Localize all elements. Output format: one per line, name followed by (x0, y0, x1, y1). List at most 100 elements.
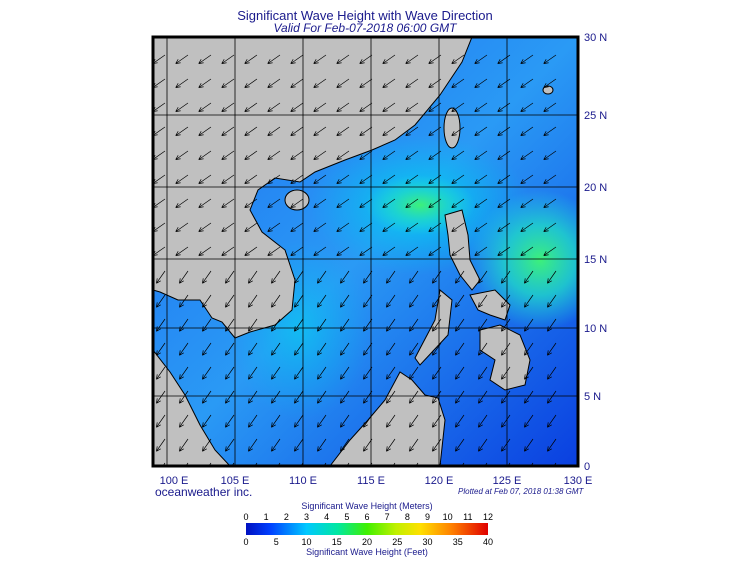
arrow (179, 270, 189, 284)
arrow (451, 198, 465, 208)
arrow (405, 78, 419, 88)
arrow (290, 54, 304, 64)
arrow (244, 222, 258, 232)
arrow (432, 294, 442, 308)
arrow (225, 390, 235, 404)
arrow (198, 222, 212, 232)
arrow (543, 78, 557, 88)
latitude-label: 30 N (584, 32, 607, 44)
arrow (221, 174, 235, 184)
arrow (474, 126, 488, 136)
arrow (432, 342, 442, 356)
arrow (290, 246, 304, 256)
arrow (478, 270, 488, 284)
arrow (248, 270, 258, 284)
arrow (225, 318, 235, 332)
arrow (336, 102, 350, 112)
longitude-label: 120 E (425, 475, 454, 487)
arrow (359, 198, 373, 208)
arrow (497, 174, 511, 184)
arrow (409, 318, 419, 332)
arrow (478, 366, 488, 380)
arrow (156, 342, 166, 356)
arrow (386, 366, 396, 380)
arrow (405, 246, 419, 256)
arrow (382, 102, 396, 112)
arrow (501, 270, 511, 284)
arrow (244, 174, 258, 184)
arrow (248, 366, 258, 380)
arrow (336, 78, 350, 88)
arrow (198, 126, 212, 136)
arrow (198, 198, 212, 208)
arrow (313, 150, 327, 160)
arrow (543, 126, 557, 136)
arrow (317, 294, 327, 308)
colorbar-title: Significant Wave Height (Feet) (306, 547, 428, 557)
arrow (202, 366, 212, 380)
arrow (202, 318, 212, 332)
arrow (359, 54, 373, 64)
arrow (363, 366, 373, 380)
arrow (547, 414, 557, 428)
arrow (543, 174, 557, 184)
arrow (409, 294, 419, 308)
arrow (547, 438, 557, 452)
arrow (363, 294, 373, 308)
arrow (313, 222, 327, 232)
meters-tick-label: 0 (243, 512, 248, 522)
arrow (428, 174, 442, 184)
latitude-label: 25 N (584, 110, 607, 122)
arrow (363, 342, 373, 356)
arrow (225, 270, 235, 284)
arrow (428, 126, 442, 136)
arrow (547, 366, 557, 380)
arrow (474, 246, 488, 256)
arrow (543, 198, 557, 208)
map (153, 37, 578, 466)
arrow (363, 318, 373, 332)
arrow (202, 342, 212, 356)
longitude-label: 110 E (289, 475, 317, 487)
arrow (520, 126, 534, 136)
map-frame (151, 35, 580, 468)
longitude-label: 105 E (221, 475, 250, 487)
arrow (267, 126, 281, 136)
feet-tick-label: 35 (453, 537, 463, 547)
title: Significant Wave Height with Wave Direct… (237, 8, 493, 23)
arrow (290, 222, 304, 232)
arrow (202, 438, 212, 452)
arrow (156, 414, 166, 428)
meters-tick-label: 11 (463, 512, 472, 522)
meters-tick-label: 8 (405, 512, 410, 522)
arrow (386, 342, 396, 356)
arrow (524, 366, 534, 380)
arrow (497, 78, 511, 88)
colorbar (246, 523, 488, 535)
axis-labels: 30 N 25 N 20 N 15 N 10 N 5 N 0 100 E 105 E 110 E 1… (160, 32, 608, 487)
arrow (501, 342, 511, 356)
arrow (409, 438, 419, 452)
arrow (267, 174, 281, 184)
meters-tick-label: 5 (344, 512, 349, 522)
arrow (547, 294, 557, 308)
arrow (543, 246, 557, 256)
arrow (478, 294, 488, 308)
arrow (520, 54, 534, 64)
arrow (520, 150, 534, 160)
arrow (386, 294, 396, 308)
wave-direction-arrows (153, 54, 557, 466)
arrow (340, 390, 350, 404)
arrow (386, 438, 396, 452)
arrow (363, 270, 373, 284)
arrow (501, 294, 511, 308)
arrow (474, 174, 488, 184)
arrow (428, 198, 442, 208)
feet-tick-label: 10 (301, 537, 311, 547)
arrow (359, 222, 373, 232)
feet-tick-label: 15 (332, 537, 342, 547)
arrow (543, 150, 557, 160)
arrow (317, 270, 327, 284)
arrow (451, 222, 465, 232)
